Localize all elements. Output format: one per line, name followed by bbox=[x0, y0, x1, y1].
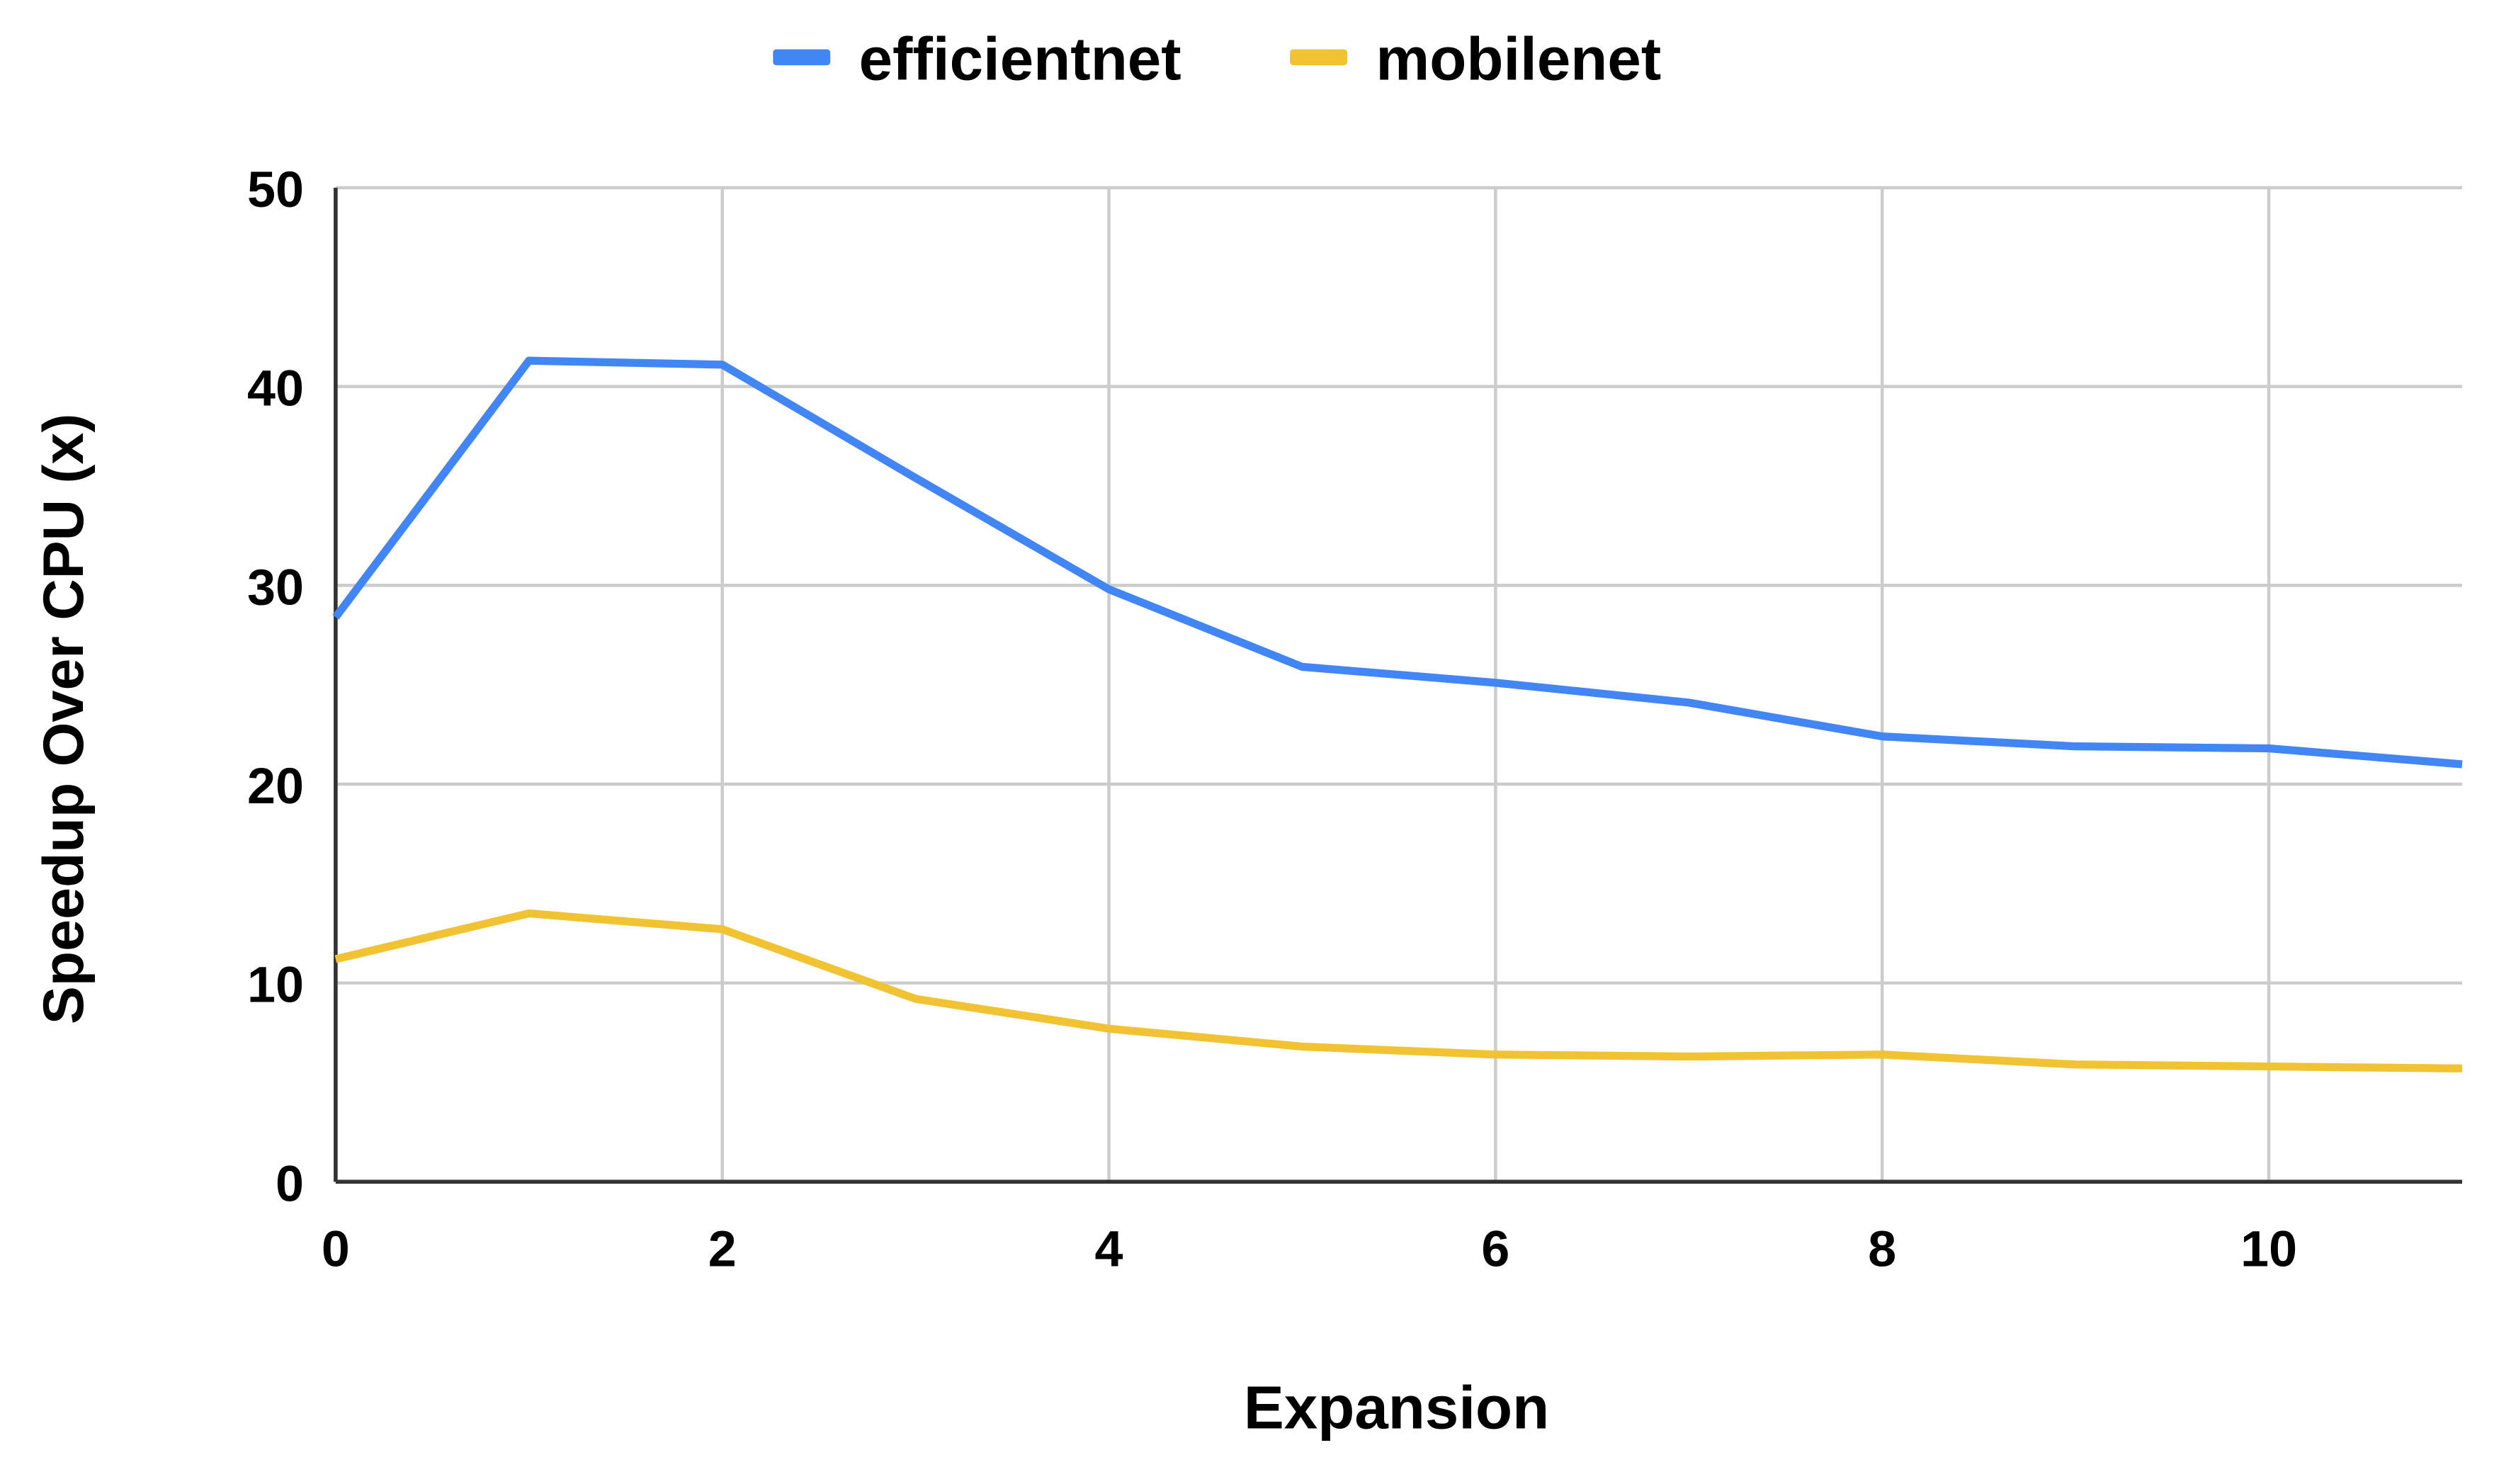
legend-label: mobilenet bbox=[1376, 26, 1661, 93]
y-tick-label: 50 bbox=[247, 162, 304, 218]
line-series bbox=[334, 909, 2463, 1072]
x-tick-label: 4 bbox=[1095, 1220, 1123, 1277]
y-axis-label: Speedup Over CPU (x) bbox=[32, 414, 96, 1024]
legend-label: efficientnet bbox=[859, 26, 1181, 93]
legend-swatch bbox=[773, 49, 831, 66]
x-tick-label: 0 bbox=[322, 1220, 350, 1277]
y-tick-label: 30 bbox=[247, 559, 304, 616]
x-tick-label: 2 bbox=[708, 1220, 737, 1277]
y-tick-label: 20 bbox=[247, 758, 304, 815]
y-tick-label: 40 bbox=[247, 361, 304, 417]
x-tick-label: 6 bbox=[1481, 1220, 1509, 1277]
legend-swatch bbox=[1290, 49, 1347, 66]
line-series bbox=[332, 356, 2463, 769]
x-tick-label: 10 bbox=[2240, 1220, 2297, 1277]
y-tick-label: 0 bbox=[276, 1155, 304, 1212]
x-tick-label: 8 bbox=[1868, 1220, 1896, 1277]
y-tick-label: 10 bbox=[247, 957, 304, 1014]
x-axis-label: Expansion bbox=[1244, 1374, 1549, 1441]
